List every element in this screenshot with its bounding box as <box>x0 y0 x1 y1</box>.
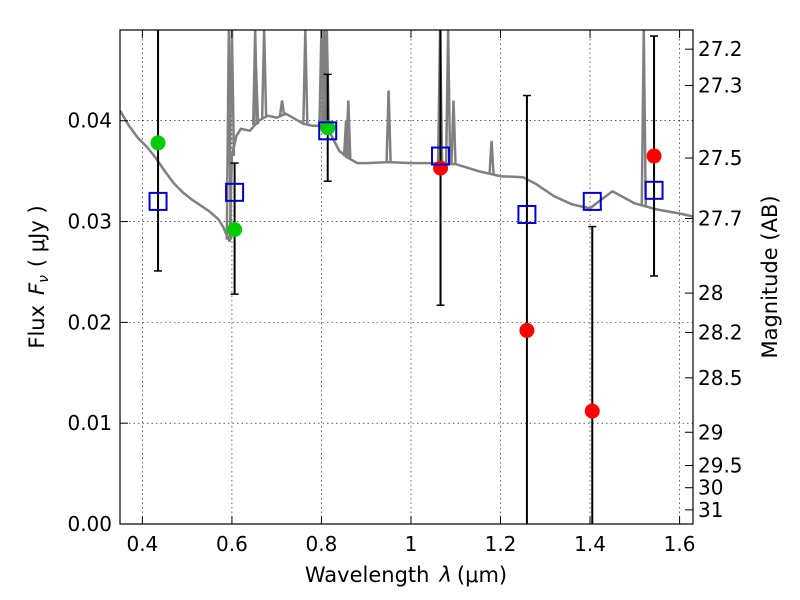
emission-line-spike <box>228 30 236 157</box>
emission-line-spike <box>450 100 457 165</box>
model-square-point <box>225 182 245 202</box>
model-square-point <box>582 191 602 211</box>
model-square-point <box>148 191 168 211</box>
x-tick-label: 0.8 <box>306 532 338 556</box>
model-square-point <box>318 121 338 141</box>
y-tick-label: 0.04 <box>67 109 112 133</box>
y2-tick-label: 28.2 <box>698 320 743 344</box>
red-data-point <box>646 148 662 164</box>
x-tick-label: 0.6 <box>216 532 248 556</box>
x-tick-label: 1 <box>405 532 418 556</box>
model-square-point <box>644 180 664 200</box>
grid <box>120 30 693 525</box>
y2-tick-label: 28.5 <box>698 366 743 390</box>
red-data-point <box>584 403 600 419</box>
spectrum-line <box>120 110 693 243</box>
axis-ticks: 0.4 0.6 0.8 1 1.2 1.4 1.6 0.00 0.01 0.02 0.03 0.04 2… <box>67 30 743 556</box>
y-tick-label: 0.03 <box>67 210 112 234</box>
emission-line-spike <box>260 30 268 118</box>
y-tick-label: 0.02 <box>67 310 112 334</box>
y-tick-label: 0.00 <box>67 512 112 536</box>
right-axis-label: Magnitude (AB) <box>758 195 782 358</box>
model-square-point <box>517 204 537 224</box>
emission-line-spike <box>345 100 352 159</box>
y-tick-label: 0.01 <box>67 411 112 435</box>
green-data-point <box>227 222 243 238</box>
y2-tick-label: 27.2 <box>698 37 743 61</box>
model-square-point <box>431 146 451 166</box>
y-axis-label: FluxFν( μJy ) <box>25 205 52 348</box>
red-data-point <box>433 160 449 176</box>
x-tick-label: 1.4 <box>574 532 606 556</box>
emission-line-spike <box>488 140 495 175</box>
y2-tick-label: 27.7 <box>698 207 743 231</box>
x-tick-label: 1.6 <box>664 532 696 556</box>
emission-line-spike <box>252 70 260 124</box>
x-axis-label: Wavelength λ (μm) <box>305 563 507 587</box>
emission-line-spike <box>278 100 286 116</box>
green-data-point <box>150 135 166 151</box>
x-tick-label: 0.4 <box>126 532 158 556</box>
y2-tick-label: 29 <box>698 420 723 444</box>
emission-line-spike <box>385 90 392 163</box>
plot-area <box>120 30 693 524</box>
green-data-point <box>320 120 336 136</box>
y2-tick-label: 29.5 <box>698 454 743 478</box>
emission-line-spike <box>444 30 452 164</box>
emission-line-spike <box>640 30 648 206</box>
emission-line-spike <box>225 30 233 240</box>
y2-tick-label: 28 <box>698 281 723 305</box>
red-data-point <box>519 322 535 338</box>
x-tick-label: 1.2 <box>485 532 517 556</box>
emission-line-spike <box>302 30 309 125</box>
y2-tick-label: 27.5 <box>698 146 743 170</box>
plot-frame <box>119 29 694 525</box>
y2-tick-label: 27.3 <box>698 73 743 97</box>
y2-tick-label: 31 <box>698 498 723 522</box>
y2-tick-label: 30 <box>698 476 723 500</box>
